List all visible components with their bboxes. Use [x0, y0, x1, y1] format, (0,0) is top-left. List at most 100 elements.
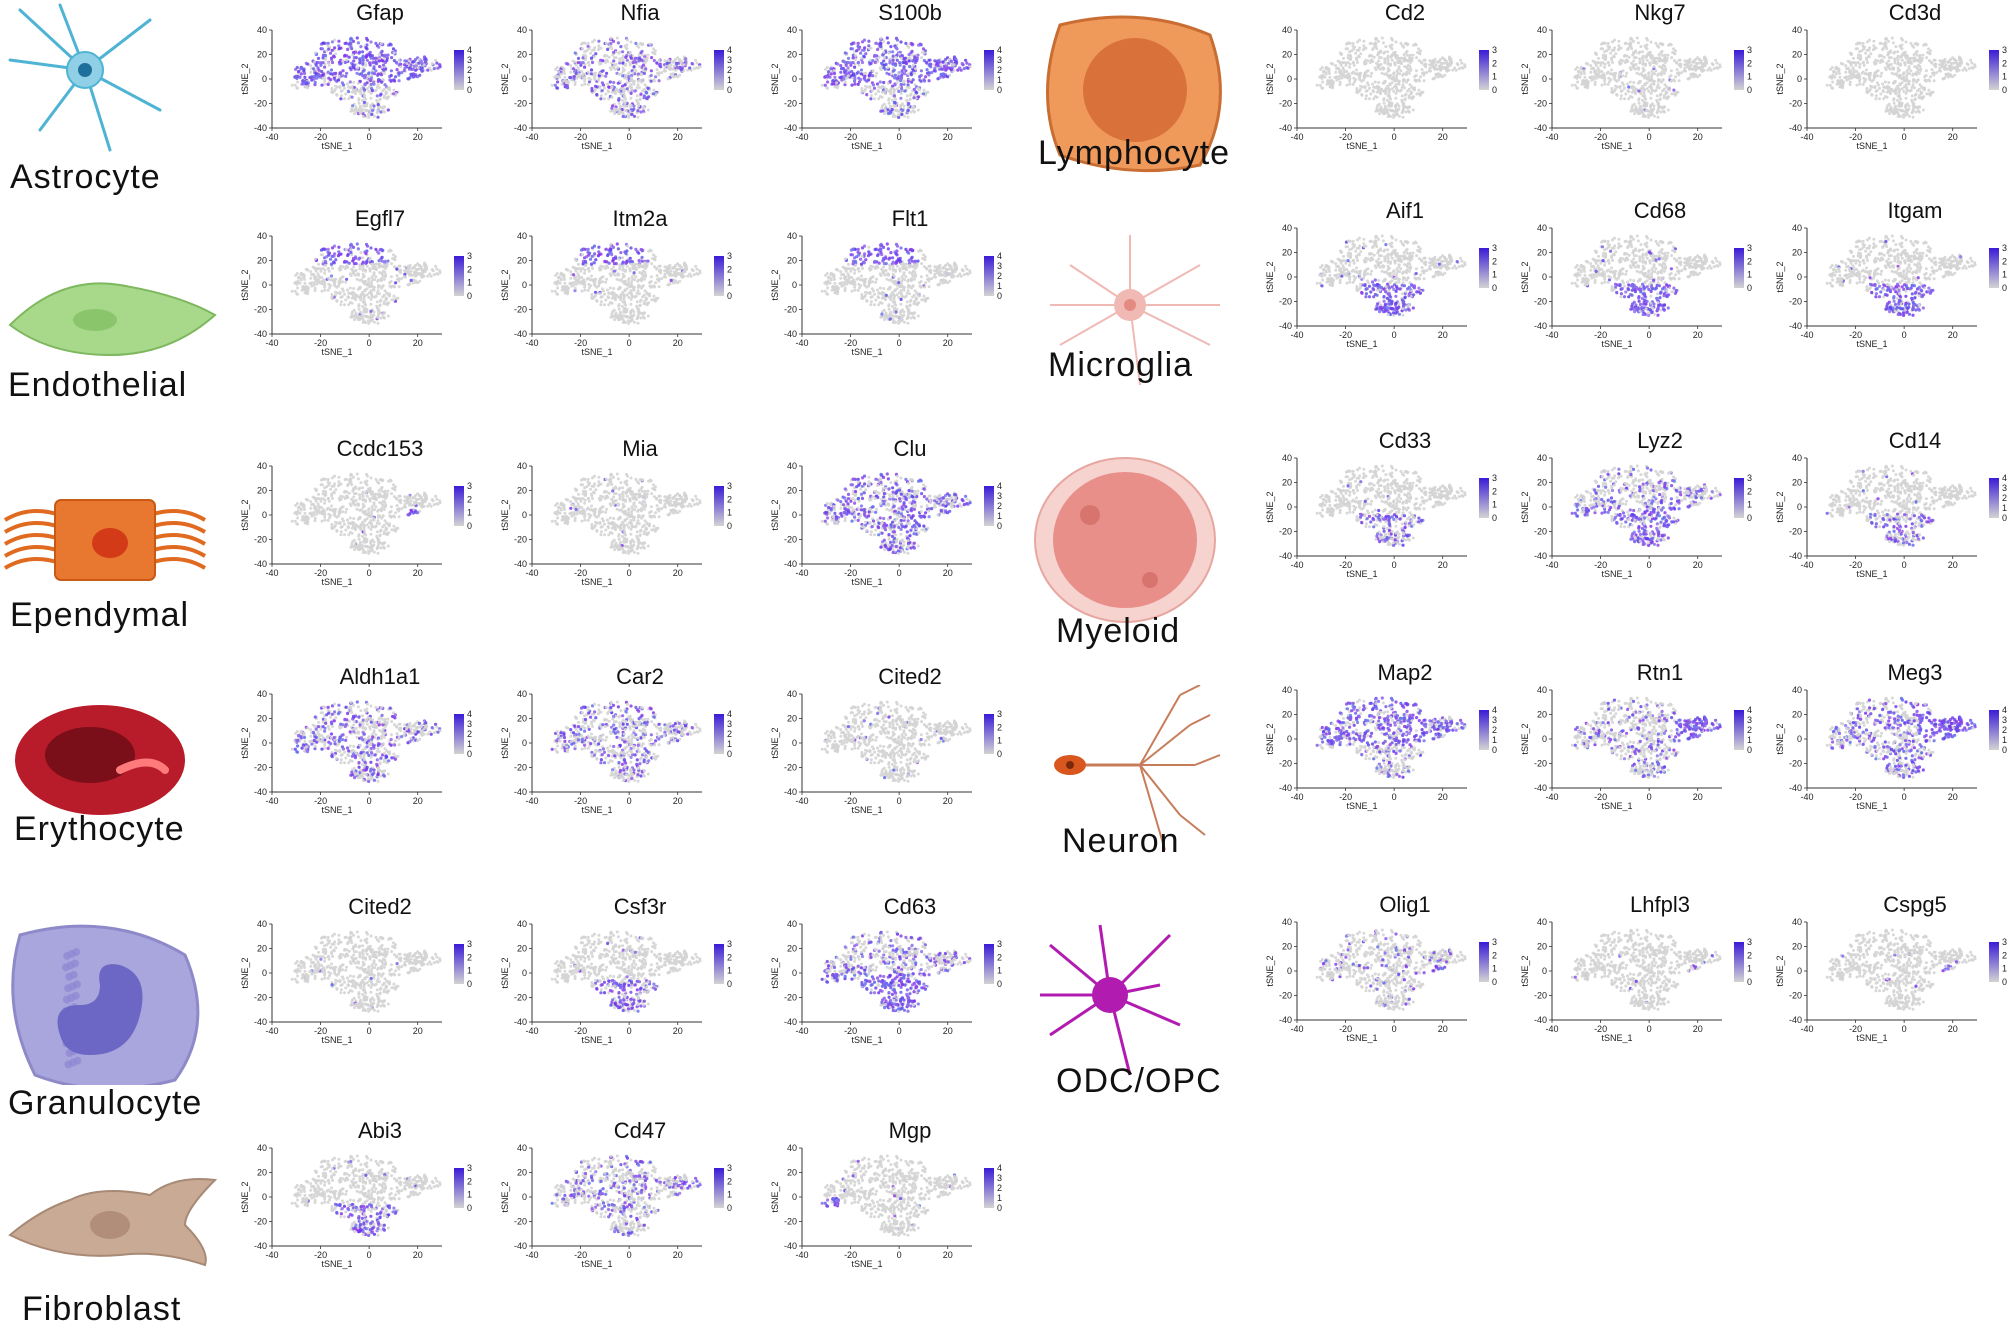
cell-point [606, 253, 610, 258]
cell-point [639, 92, 643, 96]
cell-point [350, 531, 354, 535]
cell-point [625, 293, 629, 297]
cell-point [607, 291, 611, 295]
cell-point [429, 274, 433, 278]
cell-point [350, 542, 354, 546]
cell-point [939, 63, 943, 67]
cell-point [379, 42, 383, 45]
cell-point [352, 486, 356, 490]
x-tick-label: -40 [795, 132, 808, 142]
cell-point [612, 265, 616, 269]
cell-point [660, 71, 664, 75]
cell-point [676, 66, 680, 70]
cell-point [332, 491, 336, 495]
cell-point [900, 87, 904, 91]
cell-point [604, 298, 608, 302]
cell-point [601, 83, 606, 87]
cell-point [364, 499, 367, 503]
cell-point [319, 267, 323, 271]
cell-point [854, 57, 858, 61]
cell-point [622, 306, 626, 310]
cell-point [330, 504, 333, 508]
x-axis-label: tSNE_1 [321, 141, 352, 151]
ependymal-cell-icon [3, 499, 207, 581]
cell-point [323, 65, 327, 69]
cell-point [330, 254, 334, 258]
cell-point [385, 262, 389, 266]
cell-point [629, 302, 633, 306]
cell-point [887, 307, 891, 311]
cell-point [583, 79, 587, 83]
cell-point [650, 262, 654, 266]
cell-points [550, 242, 702, 325]
cell-point [295, 511, 299, 515]
y-tick-label: 0 [262, 74, 267, 84]
cell-point [653, 49, 657, 53]
cell-point [394, 281, 398, 285]
cell-point [636, 79, 640, 83]
cell-point [320, 73, 324, 77]
cell-point [624, 315, 628, 319]
cell-point [871, 265, 875, 269]
cell-point [389, 510, 393, 513]
cell-point [916, 86, 920, 90]
cell-point [382, 71, 386, 75]
cell-point [382, 541, 386, 545]
cell-point [910, 80, 914, 84]
cell-point [669, 72, 673, 76]
cell-point [915, 262, 919, 266]
cell-point [679, 265, 683, 269]
cell-point [380, 49, 384, 53]
cell-point [436, 66, 440, 70]
y-tick-label: 20 [517, 486, 527, 496]
cell-point [580, 279, 584, 283]
cell-point [314, 499, 318, 503]
cell-point [653, 79, 657, 83]
cell-point [373, 295, 377, 299]
cell-point [867, 39, 871, 43]
cell-point [611, 53, 615, 57]
cell-point [306, 498, 310, 502]
cell-point [886, 287, 890, 291]
cell-point [870, 295, 874, 299]
cell-point [612, 262, 616, 266]
cell-point [378, 64, 382, 69]
cell-point [581, 492, 585, 496]
cell-point [877, 90, 881, 94]
cell-point [361, 264, 365, 268]
cell-point [867, 44, 871, 48]
cell-point [323, 271, 327, 275]
cell-point [629, 103, 633, 107]
cell-point [343, 60, 347, 65]
cell-point [899, 91, 903, 95]
cell-point [867, 280, 871, 284]
cell-point [908, 304, 912, 308]
cell-point [338, 507, 342, 511]
cell-point [334, 290, 337, 294]
cell-point [597, 475, 601, 479]
cell-point [625, 81, 629, 85]
cell-point [899, 262, 903, 266]
cell-point [383, 263, 387, 267]
cell-point [646, 292, 650, 296]
cell-point [648, 42, 652, 46]
cell-point [874, 41, 878, 45]
cell-point [320, 519, 324, 523]
cell-point [887, 51, 891, 55]
cell-point [339, 61, 343, 65]
cell-point [589, 51, 593, 55]
cell-point [344, 41, 348, 45]
cell-point [357, 89, 361, 93]
cell-point [601, 280, 605, 284]
cell-point [369, 302, 373, 306]
cell-point [833, 278, 836, 281]
cell-point [329, 514, 333, 518]
cell-point [577, 267, 580, 271]
cell-point [376, 519, 380, 523]
cell-point [891, 115, 895, 118]
cell-point [615, 472, 619, 476]
cell-point [389, 73, 393, 78]
cell-point [640, 255, 644, 259]
cell-point [375, 530, 379, 534]
cell-point [332, 55, 336, 59]
